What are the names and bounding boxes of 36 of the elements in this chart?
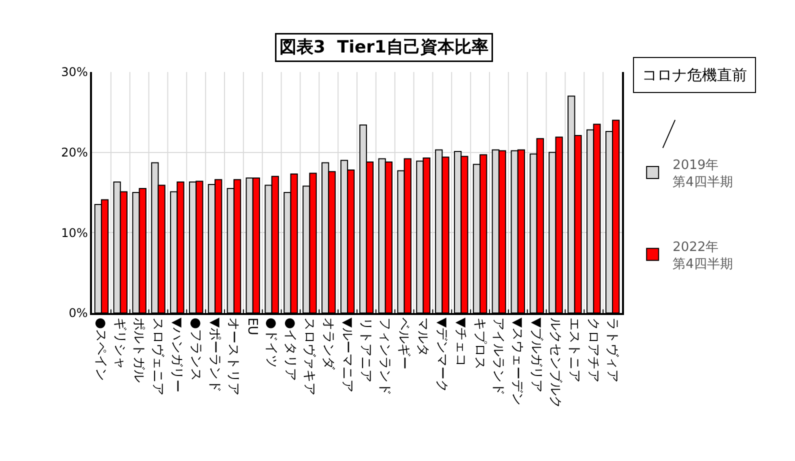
x-tick-label: ●スペイン bbox=[93, 318, 108, 381]
x-tick-label: オランダ bbox=[320, 318, 336, 371]
x-tick-label: キプロス bbox=[472, 318, 487, 370]
x-tick-label: エストニア bbox=[566, 318, 582, 383]
x-tick-label: スロヴァキア bbox=[301, 318, 316, 396]
x-tick-label: ●フランス bbox=[188, 318, 203, 381]
x-tick-label: ▼ブルガリア bbox=[528, 318, 544, 393]
x-tick-label: スロヴェニア bbox=[150, 318, 166, 396]
x-tick-label: ポルトガル bbox=[131, 318, 146, 383]
x-tick-label: ▼スウェーデン bbox=[510, 318, 525, 406]
y-tick-label: 30% bbox=[61, 65, 88, 80]
legend-label: 2022年第4四半期 bbox=[672, 240, 733, 272]
y-tick-label: 20% bbox=[61, 146, 88, 160]
y-tick-label: 10% bbox=[61, 226, 88, 240]
x-tick-label: ●ドイツ bbox=[264, 318, 279, 368]
x-tick-label: ▼ポーランド bbox=[206, 318, 222, 393]
x-tick-label: マルタ bbox=[415, 318, 430, 357]
x-tick-label: アイルランド bbox=[490, 318, 506, 396]
x-tick-label: ▼デンマーク bbox=[434, 318, 449, 393]
x-tick-label: リトアニア bbox=[358, 318, 374, 383]
x-tick-label: オーストリア bbox=[226, 318, 241, 396]
text: コロナ危機直前 bbox=[642, 66, 747, 84]
legend-label: 2019年第4四半期 bbox=[672, 158, 733, 190]
x-tick-label: ●イタリア bbox=[282, 318, 298, 381]
x-tick-label: ギリシャ bbox=[112, 318, 128, 370]
x-tick-label: ルクセンブルク bbox=[548, 318, 563, 409]
y-tick-label: 0% bbox=[68, 306, 88, 320]
x-tick-label: ベルギー bbox=[396, 318, 412, 370]
x-tick-label: EU bbox=[244, 318, 260, 336]
x-tick-label: ▼ルーマニア bbox=[339, 318, 354, 393]
x-tick-label: ▼チェコ bbox=[452, 318, 468, 367]
x-tick-label: フィンランド bbox=[377, 318, 392, 396]
x-tick-label: ラトヴィア bbox=[604, 318, 620, 383]
x-tick-label: ▼ハンガリー bbox=[168, 318, 184, 393]
x-tick-label: クロアチア bbox=[585, 318, 600, 383]
chart-title: 図表3 Tier1自己資本比率 bbox=[280, 38, 488, 58]
